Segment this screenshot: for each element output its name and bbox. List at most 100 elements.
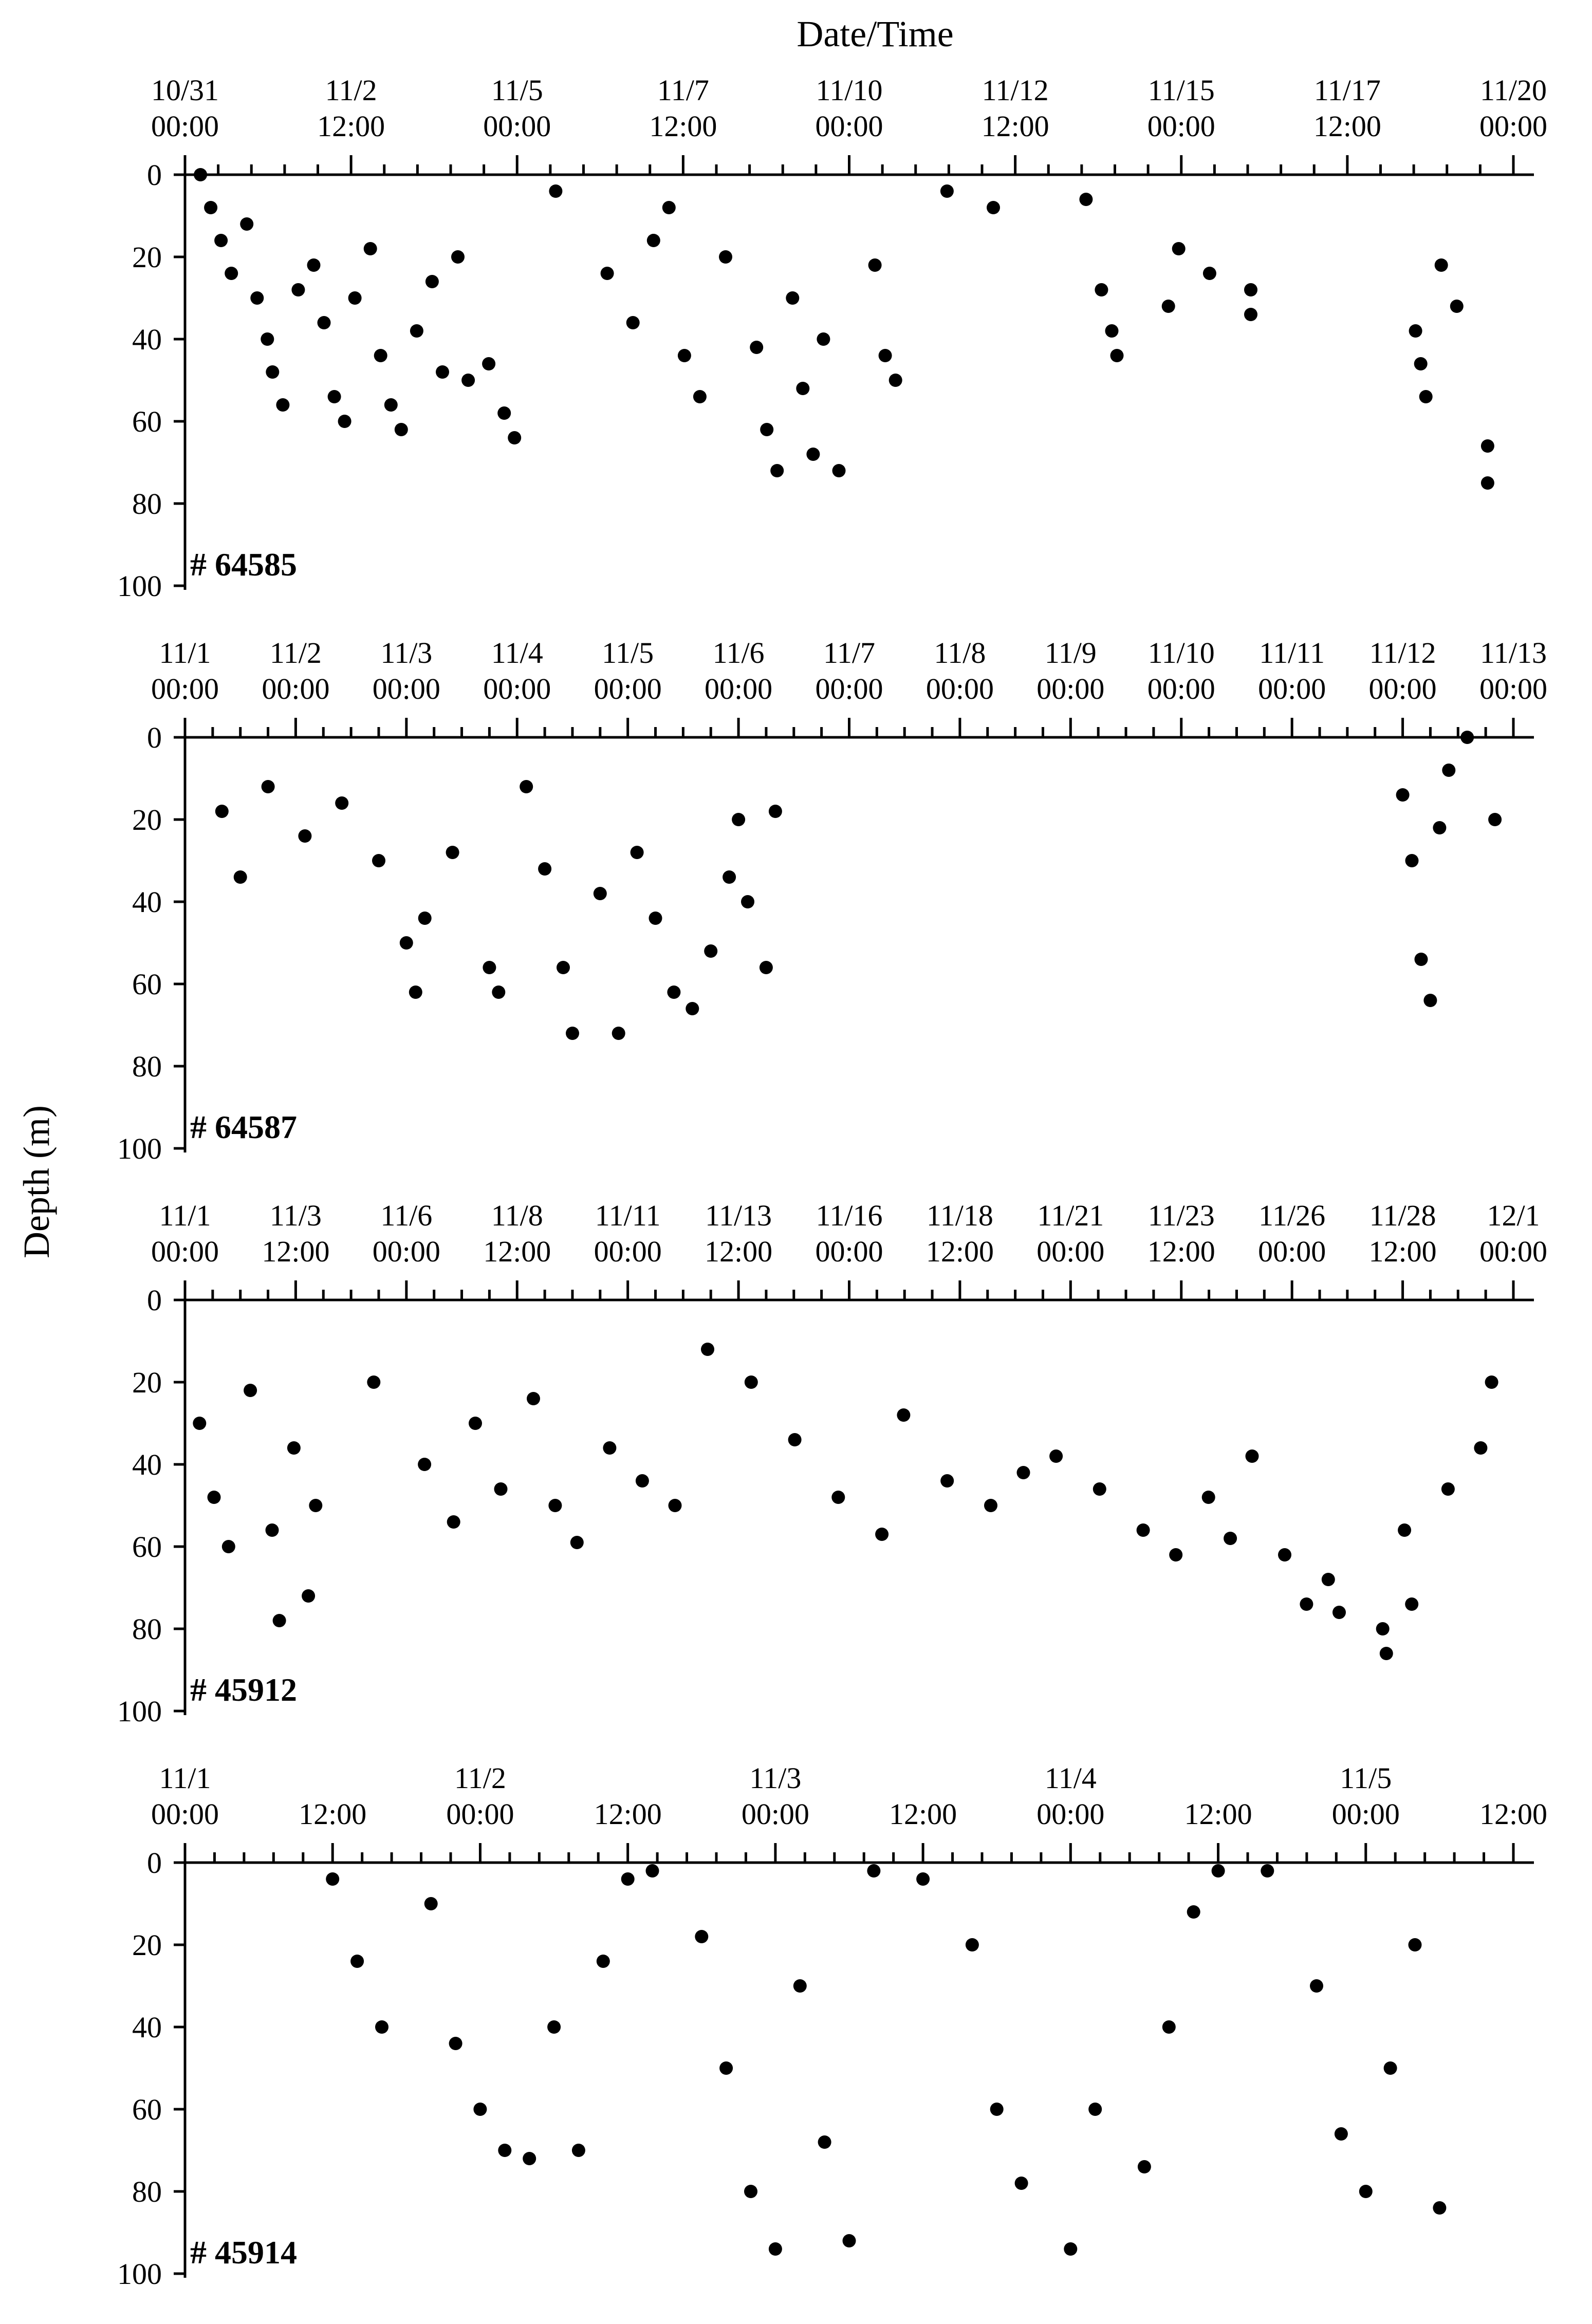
x-tick-time-label: 12:00 — [1369, 1235, 1437, 1268]
y-tick-label: 80 — [132, 487, 162, 520]
depth-point — [207, 1491, 221, 1504]
y-tick-label: 20 — [132, 1928, 162, 1962]
y-tick-label: 100 — [117, 2257, 162, 2291]
x-tick-date-label: 11/13 — [705, 1199, 772, 1232]
depth-point — [1244, 283, 1257, 296]
depth-point — [875, 1528, 889, 1541]
depth-point — [1224, 1532, 1237, 1545]
y-tick-label: 100 — [117, 569, 162, 603]
x-tick-time-label: 00:00 — [1036, 672, 1104, 705]
depth-point — [990, 2103, 1004, 2116]
depth-point — [1488, 813, 1502, 826]
depth-point — [221, 1540, 235, 1553]
depth-point — [1172, 242, 1186, 255]
depth-point — [375, 2020, 388, 2034]
y-tick-label: 80 — [132, 1050, 162, 1083]
depth-point — [987, 201, 1000, 214]
x-tick-time-label: 00:00 — [594, 672, 662, 705]
x-tick-date-label: 11/3 — [380, 636, 432, 670]
depth-point — [348, 291, 362, 305]
depth-point — [482, 357, 496, 370]
x-tick-date-label: 11/1 — [159, 1199, 211, 1232]
x-tick-time-label: 12:00 — [649, 109, 717, 143]
x-tick-date-label: 11/5 — [491, 73, 543, 107]
depth-point — [621, 1872, 635, 1886]
depth-point — [266, 365, 280, 379]
depth-point — [1396, 788, 1410, 802]
x-tick-time-label: 00:00 — [1258, 1235, 1326, 1268]
depth-point — [1434, 258, 1448, 272]
x-tick-date-label: 11/2 — [270, 636, 322, 670]
x-tick-time-label: 12:00 — [705, 1235, 772, 1268]
x-axis-title: Date/Time — [797, 13, 953, 54]
panel-id-label: # 45914 — [190, 2234, 297, 2271]
x-tick-date-label: 11/2 — [454, 1761, 506, 1795]
x-tick-date-label: 11/4 — [491, 636, 543, 670]
x-tick-date-label: 11/6 — [380, 1199, 432, 1232]
depth-point — [1261, 1864, 1274, 1877]
x-tick-time-label: 00:00 — [1036, 1797, 1104, 1831]
x-tick-date-label: 11/5 — [1340, 1761, 1392, 1795]
y-tick-label: 0 — [147, 721, 162, 754]
x-tick-time-label: 00:00 — [1479, 1235, 1547, 1268]
depth-point — [888, 374, 902, 387]
depth-point — [626, 316, 640, 329]
x-tick-date-label: 11/15 — [1148, 73, 1215, 107]
panel-id-label: # 64587 — [190, 1109, 297, 1145]
depth-point — [646, 234, 660, 247]
x-tick-date-label: 11/12 — [982, 73, 1049, 107]
depth-point — [693, 390, 707, 403]
depth-point — [1414, 953, 1428, 966]
depth-point — [265, 1523, 279, 1537]
depth-point — [768, 2242, 782, 2256]
depth-point — [1321, 1573, 1335, 1586]
depth-point — [1409, 324, 1422, 338]
depth-point — [225, 267, 238, 280]
depth-point — [215, 805, 229, 818]
depth-point — [327, 390, 341, 403]
depth-point — [770, 464, 784, 477]
depth-point — [492, 986, 506, 999]
x-tick-time-label: 00:00 — [1258, 672, 1326, 705]
depth-point — [523, 2152, 536, 2165]
depth-point — [916, 1872, 930, 1886]
depth-point — [250, 291, 264, 305]
depth-point — [418, 1458, 432, 1471]
depth-point — [695, 1930, 709, 1943]
depth-point — [1383, 2061, 1397, 2075]
depth-point — [1016, 1466, 1030, 1479]
depth-point — [842, 2234, 856, 2247]
x-tick-date-label: 11/3 — [270, 1199, 322, 1232]
x-tick-time-label: 00:00 — [1036, 1235, 1104, 1268]
depth-point — [446, 846, 459, 859]
depth-point — [298, 829, 312, 843]
depth-point — [424, 1897, 438, 1910]
depth-point — [527, 1392, 540, 1405]
depth-point — [1137, 2160, 1151, 2173]
depth-point — [1485, 1375, 1498, 1389]
depth-point — [350, 1955, 364, 1968]
depth-point — [677, 349, 691, 362]
depth-point — [1376, 1622, 1390, 1635]
depth-point — [1079, 193, 1093, 206]
depth-point — [600, 267, 614, 280]
x-tick-time-label: 12:00 — [1479, 1797, 1547, 1831]
depth-point — [750, 341, 764, 354]
depth-point — [1423, 994, 1437, 1007]
x-tick-time-label: 00:00 — [151, 1797, 219, 1831]
depth-point — [498, 2144, 512, 2157]
x-tick-time-label: 00:00 — [373, 672, 440, 705]
depth-point — [194, 168, 208, 181]
depth-point — [1300, 1597, 1313, 1611]
depth-point — [1441, 1482, 1455, 1496]
x-tick-date-label: 11/23 — [1148, 1199, 1215, 1232]
depth-point — [719, 250, 732, 264]
x-tick-time-label: 12:00 — [317, 109, 385, 143]
panel-1: 10/3100:0011/212:0011/500:0011/712:0011/… — [117, 73, 1547, 603]
x-tick-time-label: 00:00 — [483, 672, 551, 705]
depth-point — [394, 423, 408, 436]
x-tick-time-label: 00:00 — [815, 1235, 883, 1268]
x-tick-time-label: 00:00 — [1479, 672, 1547, 705]
x-tick-time-label: 00:00 — [742, 1797, 809, 1831]
depth-point — [1095, 283, 1108, 296]
